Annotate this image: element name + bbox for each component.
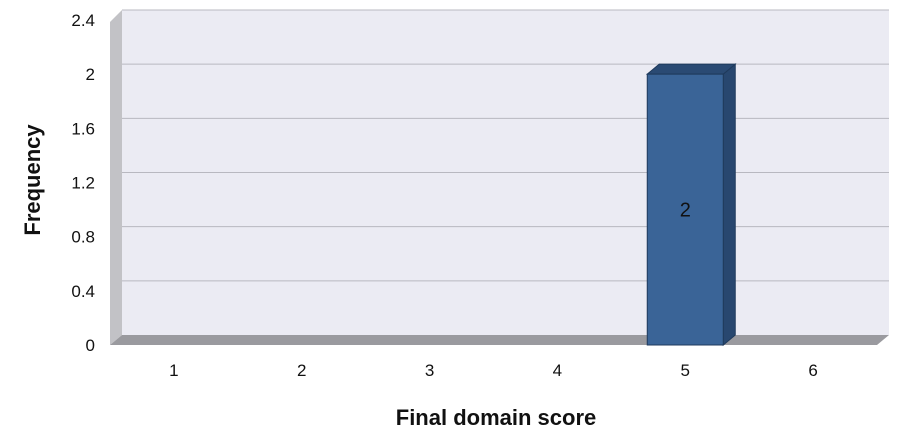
y-axis-ticks: 0 0.4 0.8 1.2 1.6 2 2.4	[71, 11, 95, 355]
y-tick-label: 0	[86, 336, 95, 355]
y-tick-label: 2.4	[71, 11, 95, 30]
bar-side	[723, 64, 735, 345]
y-axis-title: Frequency	[20, 124, 45, 236]
x-tick-label: 5	[681, 361, 690, 380]
chart-floor	[110, 335, 889, 345]
x-axis-title: Final domain score	[396, 405, 597, 430]
chart-side-wall	[110, 10, 122, 345]
x-tick-label: 4	[553, 361, 562, 380]
x-tick-label: 2	[297, 361, 306, 380]
y-tick-label: 2	[86, 65, 95, 84]
x-axis-ticks: 1 2 3 4 5 6	[169, 361, 818, 380]
y-tick-label: 0.4	[71, 282, 95, 301]
bar-data-label: 2	[680, 200, 691, 222]
bars: 2	[647, 64, 735, 345]
x-tick-label: 3	[425, 361, 434, 380]
bar-top	[647, 64, 735, 74]
x-tick-label: 1	[169, 361, 178, 380]
y-tick-label: 0.8	[71, 228, 95, 247]
y-tick-label: 1.6	[71, 119, 95, 138]
x-tick-label: 6	[808, 361, 817, 380]
y-tick-label: 1.2	[71, 174, 95, 193]
